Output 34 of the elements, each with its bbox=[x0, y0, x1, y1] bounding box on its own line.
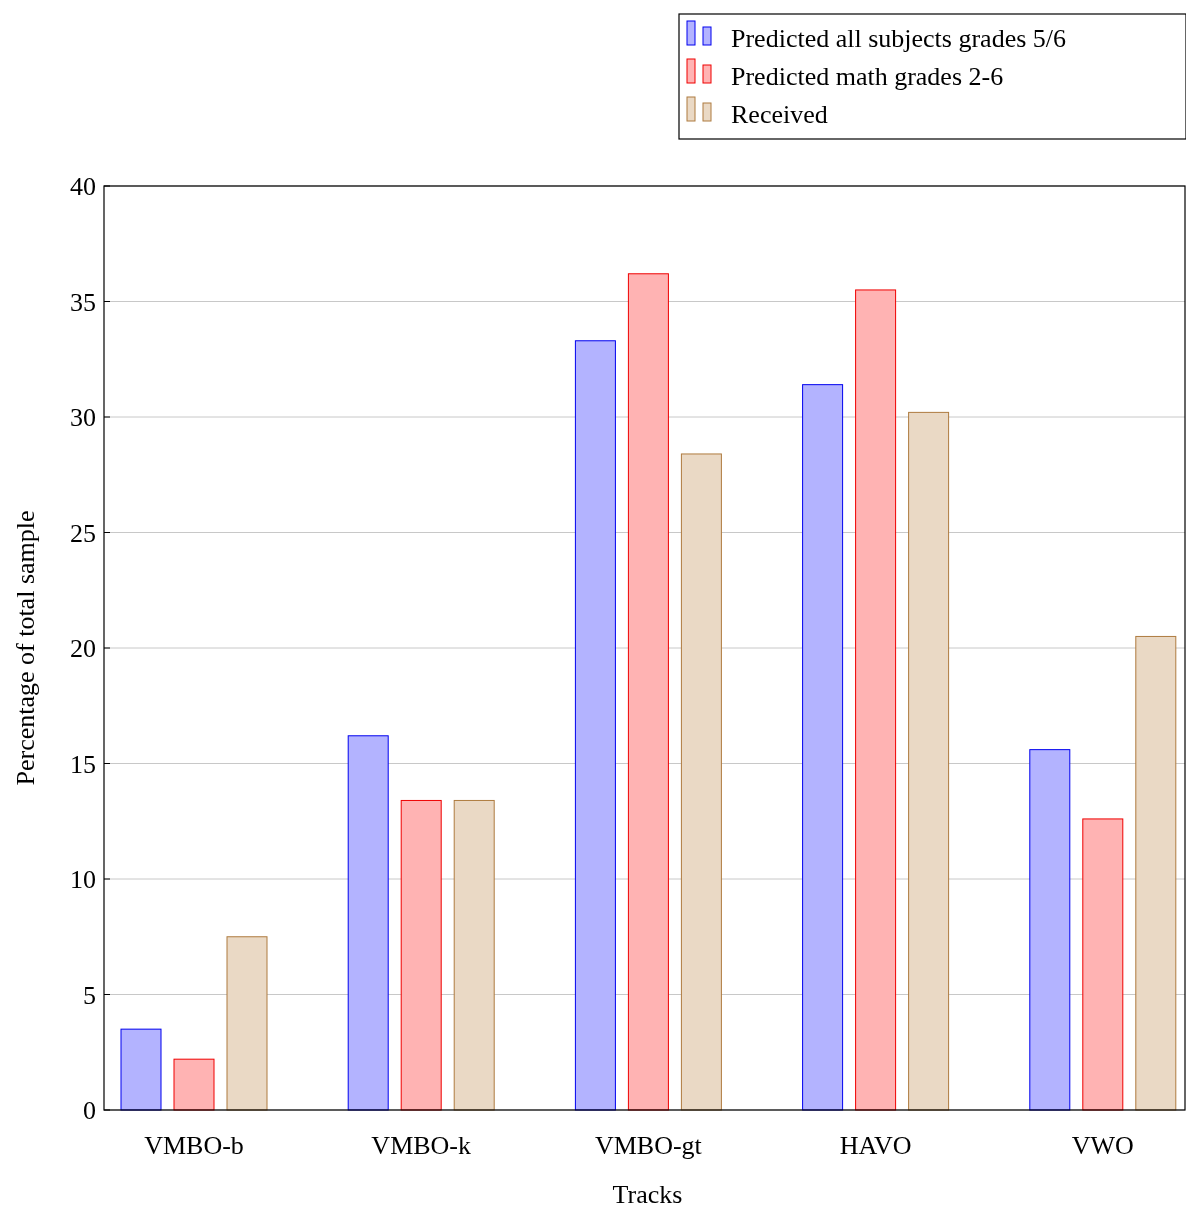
x-axis-title: Tracks bbox=[612, 1180, 683, 1205]
bar bbox=[1135, 635, 1177, 1111]
x-tick-label: VMBO-gt bbox=[594, 1131, 703, 1160]
bar bbox=[347, 735, 389, 1111]
bar bbox=[173, 1058, 215, 1111]
x-tick-label: VWO bbox=[1071, 1131, 1134, 1160]
x-tick-label: VMBO-k bbox=[371, 1131, 472, 1160]
bar bbox=[680, 453, 722, 1111]
bar bbox=[226, 936, 268, 1111]
x-tick-label: VMBO-b bbox=[144, 1131, 244, 1160]
y-axis-title: Percentage of total sample bbox=[11, 510, 40, 786]
bar bbox=[400, 799, 442, 1111]
bar bbox=[453, 799, 495, 1111]
bar bbox=[802, 384, 844, 1111]
x-tick-label: HAVO bbox=[839, 1131, 912, 1160]
bar bbox=[120, 1028, 162, 1111]
y-tick-label: 40 bbox=[70, 172, 96, 202]
legend-label: Received bbox=[731, 100, 828, 130]
y-tick-label: 10 bbox=[70, 865, 96, 895]
y-tick-label: 0 bbox=[83, 1096, 96, 1126]
bar bbox=[855, 289, 897, 1111]
bar bbox=[627, 273, 669, 1111]
legend-label: Predicted math grades 2-6 bbox=[731, 62, 1004, 92]
bar bbox=[1029, 749, 1071, 1111]
bar bbox=[574, 340, 616, 1111]
y-tick-label: 15 bbox=[70, 749, 96, 779]
y-tick-label: 5 bbox=[83, 980, 96, 1010]
y-tick-label: 35 bbox=[70, 287, 96, 317]
y-tick-label: 25 bbox=[70, 518, 96, 548]
bar bbox=[1082, 818, 1124, 1111]
legend-label: Predicted all subjects grades 5/6 bbox=[731, 24, 1067, 54]
y-tick-label: 20 bbox=[70, 634, 96, 664]
bar bbox=[908, 411, 950, 1111]
y-tick-label: 30 bbox=[70, 403, 96, 433]
